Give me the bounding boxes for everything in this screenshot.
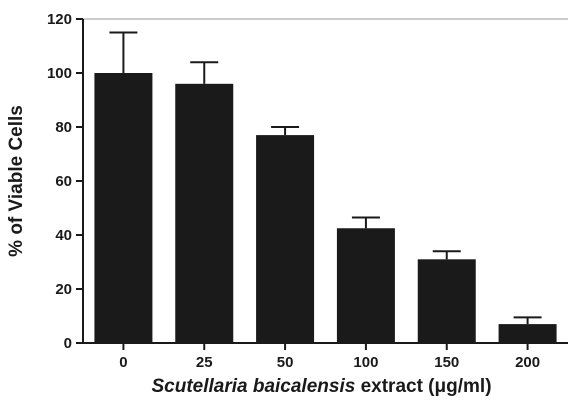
bar-100 [336,228,395,343]
x-axis-title: Scutellaria baicalensis extract (μg/ml) [151,376,491,397]
bar-25 [175,83,234,344]
y-tick-label: 40 [55,227,72,244]
x-tick-label: 200 [515,354,540,371]
x-tick-label: 50 [277,354,294,371]
y-tick-label: 120 [47,11,72,28]
y-tick-label: 60 [55,173,72,190]
x-axis-title-italic: Scutellaria baicalensis [151,376,355,397]
y-ticks-layer: 0 20 40 60 80 100 120 [47,11,83,352]
x-tick-label: 25 [196,354,213,371]
bar-150 [417,259,476,343]
y-tick-label: 20 [55,281,72,298]
error-bars-layer [109,31,542,325]
bar-200 [498,324,557,343]
x-tick-label: 100 [353,354,378,371]
y-tick-label: 0 [64,335,72,352]
x-ticks-layer: 0 25 50 100 150 200 [119,343,540,371]
bars-layer [94,73,557,344]
bar-0 [94,73,153,343]
y-tick-label: 80 [55,119,72,136]
y-tick-label: 100 [47,65,72,82]
bar-50 [256,135,315,343]
x-tick-label: 150 [434,354,459,371]
x-tick-label: 0 [119,354,127,371]
x-axis-title-rest: extract (μg/ml) [355,376,491,397]
y-axis-title: % of Viable Cells [6,105,27,257]
